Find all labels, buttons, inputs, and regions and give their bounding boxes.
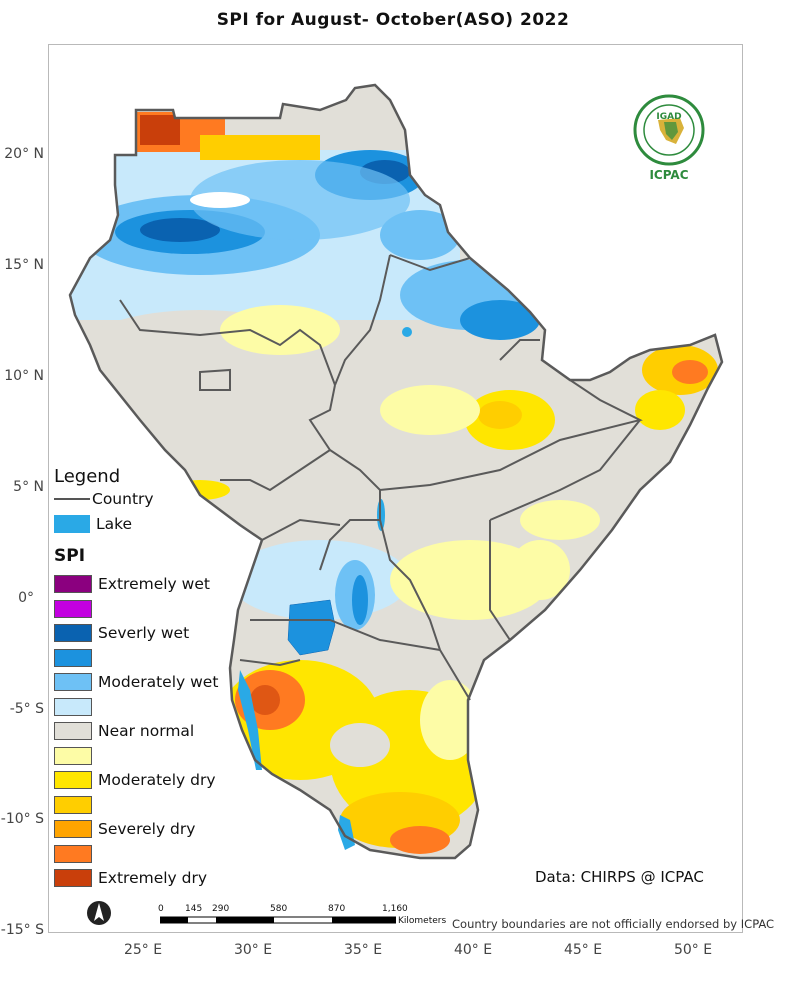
country-line-swatch [54, 498, 90, 501]
lat-label: 10° N [4, 368, 44, 384]
spi-swatch [54, 697, 92, 716]
spi-swatch [54, 722, 92, 741]
legend-lake: Lake [54, 512, 264, 537]
spi-swatch [54, 575, 92, 594]
spi-swatch [54, 869, 92, 888]
lake-victoria [287, 599, 336, 656]
spi-title: SPI [54, 546, 86, 566]
map-title: SPI for August- October(ASO) 2022 [216, 10, 570, 30]
legend-title: Legend [54, 466, 121, 487]
lat-label: 20° N [4, 146, 44, 162]
spi-class-label: Extremely dry [98, 869, 208, 888]
spi-swatch [54, 820, 92, 839]
legend-country: Country [54, 487, 264, 512]
lake-swatch [54, 514, 90, 533]
spi-class-row: Extremely wet [54, 572, 264, 597]
spi-class-row [54, 793, 264, 818]
lat-label: -10° S [0, 811, 44, 827]
scale-bar-graphic [160, 916, 396, 924]
spi-class-row [54, 597, 264, 622]
scale-label: 0 [158, 904, 164, 914]
spi-swatch [54, 624, 92, 643]
lat-label: -5° S [9, 701, 44, 717]
lake-tana [402, 327, 412, 337]
lon-label: 40° E [453, 942, 493, 958]
lon-label: 25° E [123, 942, 163, 958]
spi-class-label: Moderately dry [98, 771, 216, 790]
spi-class-label: Near normal [98, 722, 195, 741]
scale-label: 290 [212, 904, 230, 914]
spi-swatch [54, 599, 92, 618]
lon-label: 30° E [233, 942, 273, 958]
spi-class-row [54, 744, 264, 769]
legend-country-label: Country [92, 490, 154, 509]
data-credit: Data: CHIRPS @ ICPAC [535, 868, 704, 886]
spi-class-list: Extremely wet Severly wet Moderately wet Ne… [54, 572, 264, 891]
legend: Legend Country Lake SPI Extremely wet Sev… [54, 466, 264, 891]
spi-swatch [54, 648, 92, 667]
spi-class-row: Near normal [54, 719, 264, 744]
spi-class-label: Severly wet [98, 624, 190, 643]
lon-label: 45° E [563, 942, 603, 958]
legend-lake-label: Lake [96, 514, 133, 533]
logo-text: ICPAC [649, 168, 689, 182]
spi-swatch [54, 673, 92, 692]
lat-label: 15° N [4, 257, 44, 273]
spi-swatch [54, 844, 92, 863]
scale-label: 870 [328, 904, 346, 914]
lat-label: 5° N [13, 479, 44, 495]
scale-label: 580 [270, 904, 288, 914]
disclaimer: Country boundaries are not officially en… [452, 917, 775, 931]
scale-label: 1,160 [382, 904, 408, 914]
spi-class-row [54, 695, 264, 720]
north-arrow-icon [87, 901, 111, 925]
spi-class-row: Moderately wet [54, 670, 264, 695]
spi-class-label: Moderately wet [98, 673, 219, 692]
region-outline [68, 83, 724, 860]
scale-unit: Kilometers [398, 916, 447, 926]
spi-swatch [54, 795, 92, 814]
lake-tanganyika [238, 670, 262, 770]
igad-emblem-icon [633, 94, 705, 166]
spi-class-row: Extremely dry [54, 866, 264, 891]
spi-swatch [54, 746, 92, 765]
spi-swatch [54, 771, 92, 790]
lat-label: 0° [18, 590, 34, 606]
spi-class-row: Severly wet [54, 621, 264, 646]
spi-class-label: Extremely wet [98, 575, 210, 594]
spi-class-row [54, 646, 264, 671]
spi-class-label: Severely dry [98, 820, 196, 839]
spi-class-row: Moderately dry [54, 768, 264, 793]
lat-label: -15° S [0, 922, 44, 938]
logo-top-text: IGAD [656, 112, 682, 122]
lon-label: 35° E [343, 942, 383, 958]
spi-class-row: Severely dry [54, 817, 264, 842]
lon-label: 50° E [673, 942, 713, 958]
scale-label: 145 [185, 904, 203, 914]
spi-class-row [54, 842, 264, 867]
icpac-logo: ICPAC IGAD [628, 92, 710, 184]
lake-malawi [338, 815, 355, 850]
